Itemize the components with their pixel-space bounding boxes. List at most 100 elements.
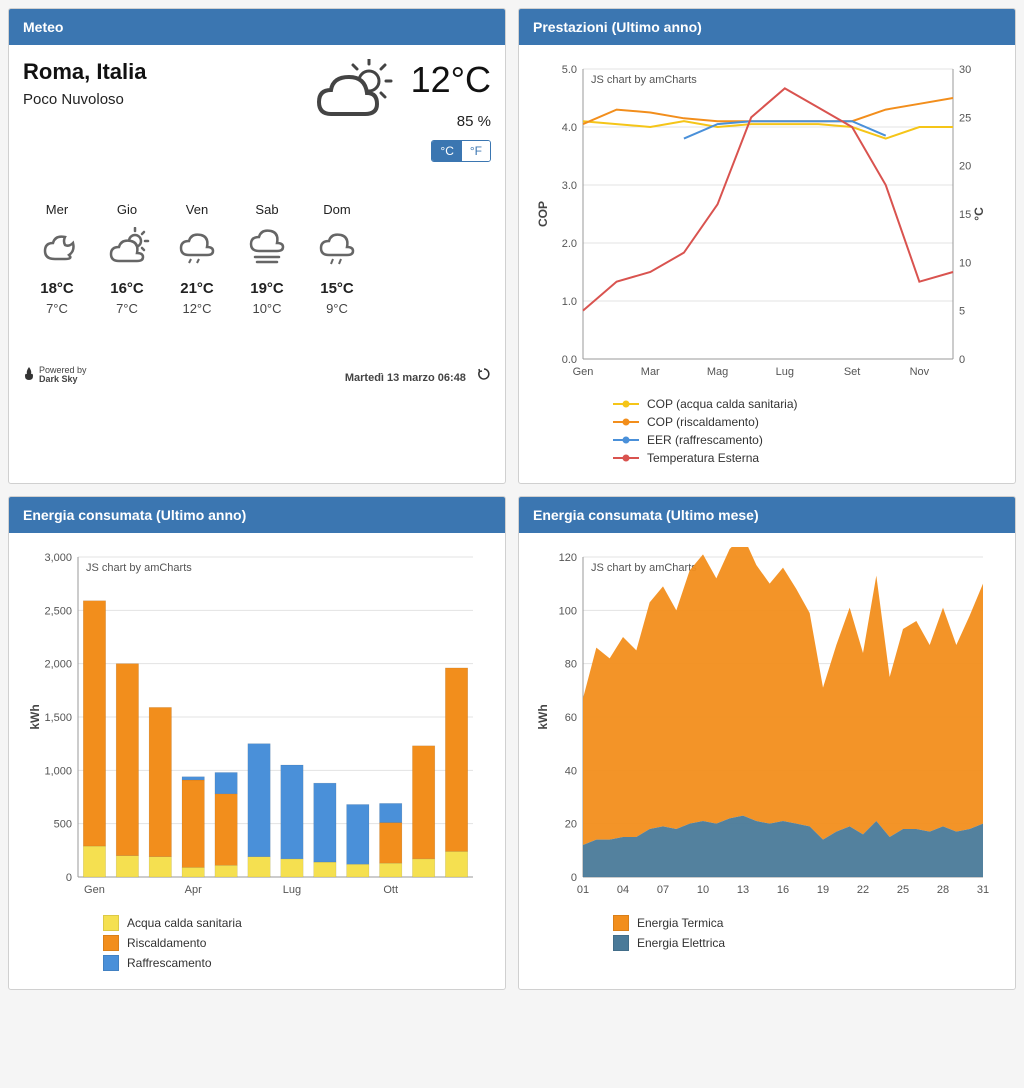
svg-text:10: 10 bbox=[697, 884, 709, 896]
svg-text:Set: Set bbox=[844, 366, 861, 378]
svg-text:2,500: 2,500 bbox=[44, 605, 72, 617]
svg-text:1,000: 1,000 bbox=[44, 765, 72, 777]
svg-text:Mag: Mag bbox=[707, 366, 728, 378]
forecast-icon bbox=[243, 227, 291, 269]
svg-text:15: 15 bbox=[959, 209, 971, 221]
forecast-low: 9°C bbox=[313, 301, 361, 316]
forecast-day-name: Gio bbox=[103, 202, 151, 217]
svg-text:°C: °C bbox=[972, 207, 986, 221]
svg-text:60: 60 bbox=[565, 712, 577, 724]
svg-text:0: 0 bbox=[959, 354, 965, 366]
performance-panel-header: Prestazioni (Ultimo anno) bbox=[519, 9, 1015, 45]
forecast-day-name: Ven bbox=[173, 202, 221, 217]
performance-legend: COP (acqua calda sanitaria) COP (riscalda… bbox=[533, 397, 1001, 465]
svg-text:Lug: Lug bbox=[283, 884, 301, 896]
forecast-low: 12°C bbox=[173, 301, 221, 316]
svg-text:19: 19 bbox=[817, 884, 829, 896]
unit-fahrenheit-button[interactable]: °F bbox=[462, 141, 490, 161]
performance-panel: Prestazioni (Ultimo anno) 0.0 1.0 2.0 3.0 4.… bbox=[518, 8, 1016, 484]
legend-item[interactable]: Acqua calda sanitaria bbox=[103, 915, 491, 931]
energy-month-legend: Energia Termica Energia Elettrica bbox=[533, 915, 1001, 951]
svg-text:1.0: 1.0 bbox=[562, 296, 577, 308]
forecast-day-name: Dom bbox=[313, 202, 361, 217]
energy-year-panel-header: Energia consumata (Ultimo anno) bbox=[9, 497, 505, 533]
energy-month-panel: Energia consumata (Ultimo mese) 0 20 40 60 8… bbox=[518, 496, 1016, 990]
svg-text:4.0: 4.0 bbox=[562, 122, 577, 134]
svg-text:kWh: kWh bbox=[536, 704, 550, 729]
svg-text:20: 20 bbox=[565, 819, 577, 831]
forecast-low: 7°C bbox=[103, 301, 151, 316]
svg-text:5: 5 bbox=[959, 306, 965, 318]
forecast-icon bbox=[173, 227, 221, 269]
svg-text:Mar: Mar bbox=[641, 366, 660, 378]
svg-text:0.0: 0.0 bbox=[562, 354, 577, 366]
svg-text:COP: COP bbox=[536, 201, 550, 227]
legend-item[interactable]: EER (raffrescamento) bbox=[613, 433, 1001, 447]
legend-item[interactable]: Energia Elettrica bbox=[613, 935, 1001, 951]
svg-text:120: 120 bbox=[559, 552, 577, 564]
svg-text:31: 31 bbox=[977, 884, 989, 896]
svg-text:01: 01 bbox=[577, 884, 589, 896]
forecast-day: Gio 16°C 7°C bbox=[103, 202, 151, 316]
svg-text:500: 500 bbox=[54, 819, 72, 831]
weather-temperature: 12°C bbox=[411, 59, 491, 101]
unit-celsius-button[interactable]: °C bbox=[432, 141, 461, 161]
svg-text:80: 80 bbox=[565, 659, 577, 671]
legend-item[interactable]: COP (riscaldamento) bbox=[613, 415, 1001, 429]
weather-location: Roma, Italia bbox=[23, 59, 301, 85]
forecast-day: Ven 21°C 12°C bbox=[173, 202, 221, 316]
forecast-day: Dom 15°C 9°C bbox=[313, 202, 361, 316]
legend-item[interactable]: COP (acqua calda sanitaria) bbox=[613, 397, 1001, 411]
refresh-button[interactable] bbox=[477, 372, 491, 384]
svg-text:kWh: kWh bbox=[28, 704, 42, 729]
weather-current-icon bbox=[311, 59, 401, 137]
forecast-day: Sab 19°C 10°C bbox=[243, 202, 291, 316]
forecast-high: 21°C bbox=[173, 280, 221, 297]
weather-panel: Meteo Roma, Italia Poco Nuvoloso bbox=[8, 8, 506, 484]
svg-text:13: 13 bbox=[737, 884, 749, 896]
svg-text:22: 22 bbox=[857, 884, 869, 896]
svg-text:JS chart by amCharts: JS chart by amCharts bbox=[86, 562, 192, 574]
forecast-high: 19°C bbox=[243, 280, 291, 297]
svg-text:20: 20 bbox=[959, 161, 971, 173]
legend-item[interactable]: Temperatura Esterna bbox=[613, 451, 1001, 465]
svg-text:25: 25 bbox=[897, 884, 909, 896]
energy-month-chart: 0 20 40 60 80 100 120 kWh JS chart by amCharts 01… bbox=[533, 547, 993, 907]
energy-year-legend: Acqua calda sanitaria Riscaldamento Raffre… bbox=[23, 915, 491, 971]
weather-timestamp: Martedì 13 marzo 06:48 bbox=[345, 372, 466, 384]
forecast-icon bbox=[103, 227, 151, 269]
forecast-high: 18°C bbox=[33, 280, 81, 297]
svg-text:3.0: 3.0 bbox=[562, 180, 577, 192]
svg-text:Apr: Apr bbox=[185, 884, 202, 896]
svg-text:16: 16 bbox=[777, 884, 789, 896]
svg-text:40: 40 bbox=[565, 765, 577, 777]
svg-text:28: 28 bbox=[937, 884, 949, 896]
svg-text:1,500: 1,500 bbox=[44, 712, 72, 724]
svg-text:25: 25 bbox=[959, 112, 971, 124]
svg-text:JS chart by amCharts: JS chart by amCharts bbox=[591, 562, 697, 574]
svg-text:3,000: 3,000 bbox=[44, 552, 72, 564]
forecast-high: 16°C bbox=[103, 280, 151, 297]
legend-item[interactable]: Riscaldamento bbox=[103, 935, 491, 951]
unit-toggle[interactable]: °C °F bbox=[431, 140, 491, 162]
legend-item[interactable]: Energia Termica bbox=[613, 915, 1001, 931]
energy-month-panel-header: Energia consumata (Ultimo mese) bbox=[519, 497, 1015, 533]
energy-year-panel: Energia consumata (Ultimo anno) 0 500 1,00… bbox=[8, 496, 506, 990]
svg-text:2.0: 2.0 bbox=[562, 238, 577, 250]
forecast-icon bbox=[33, 227, 81, 269]
svg-text:100: 100 bbox=[559, 605, 577, 617]
svg-text:30: 30 bbox=[959, 64, 971, 76]
svg-text:0: 0 bbox=[66, 872, 72, 884]
svg-text:5.0: 5.0 bbox=[562, 64, 577, 76]
weather-humidity: 85 % bbox=[411, 113, 491, 130]
energy-year-chart: 05001,0001,5002,0002,5003,000kWhJS chart… bbox=[23, 547, 483, 907]
svg-text:Lug: Lug bbox=[776, 366, 794, 378]
performance-chart: 0.01.02.03.04.05.0051015202530GenMarMagL… bbox=[533, 59, 993, 389]
svg-text:04: 04 bbox=[617, 884, 629, 896]
forecast-low: 7°C bbox=[33, 301, 81, 316]
legend-item[interactable]: Raffrescamento bbox=[103, 955, 491, 971]
flame-icon bbox=[23, 367, 35, 384]
svg-text:0: 0 bbox=[571, 872, 577, 884]
weather-condition: Poco Nuvoloso bbox=[23, 91, 301, 108]
forecast-day: Mer 18°C 7°C bbox=[33, 202, 81, 316]
